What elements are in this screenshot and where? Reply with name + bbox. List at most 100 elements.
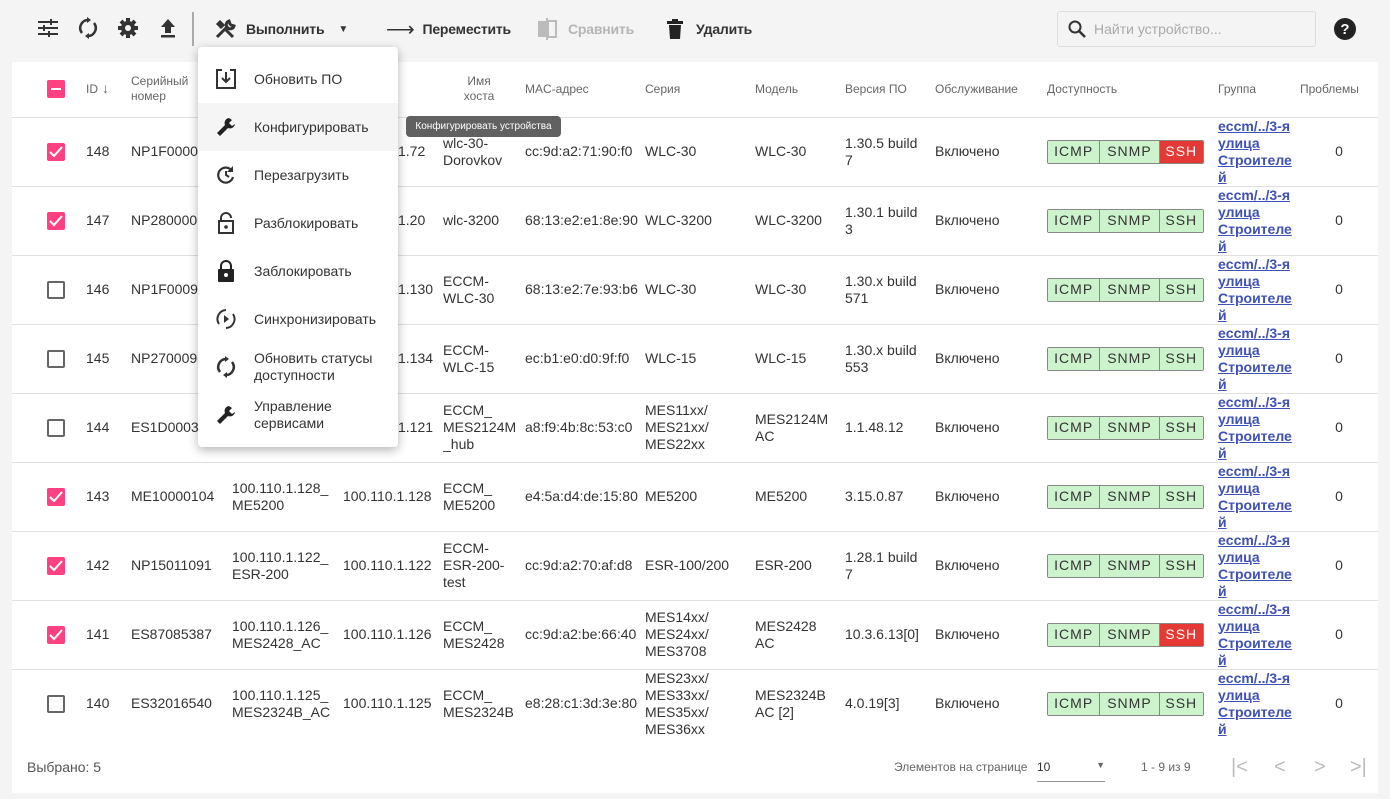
column-header[interactable]: MAC-адрес bbox=[525, 62, 645, 118]
menu-item[interactable]: Обновить статусы доступности bbox=[198, 343, 398, 391]
per-page-label: Элементов на странице bbox=[894, 760, 1028, 774]
execute-dropdown-menu: Обновить ПО Конфигурировать Перезагрузить Р… bbox=[198, 47, 398, 447]
column-header[interactable]: Доступность bbox=[1047, 62, 1218, 118]
group-link[interactable]: eccm/../3-я улица Строителей bbox=[1218, 531, 1292, 599]
cell-maint: Включено bbox=[935, 255, 1047, 325]
group-link[interactable]: eccm/../3-я улица Строителей bbox=[1218, 255, 1292, 323]
cell-version: 10.3.6.13[0] bbox=[845, 600, 935, 670]
group-link[interactable]: eccm/../3-я улица Строителей bbox=[1218, 393, 1292, 461]
table-row[interactable]: 142 NP15011091 100.110.1.122_ ESR-200 100.1… bbox=[12, 531, 1378, 601]
first-page-icon[interactable]: |< bbox=[1231, 756, 1248, 778]
refresh-icon[interactable] bbox=[76, 16, 100, 40]
column-header[interactable]: Обслуживание bbox=[935, 62, 1047, 118]
table-row[interactable]: 140 ES32016540 100.110.1.125_ MES2324B_AC 1… bbox=[12, 669, 1378, 738]
group-link[interactable]: eccm/../3-я улица Строителей bbox=[1218, 324, 1292, 392]
select-all-checkbox[interactable] bbox=[47, 80, 65, 99]
row-checkbox[interactable] bbox=[47, 694, 65, 713]
availability-ssh: SSH bbox=[1159, 485, 1203, 508]
execute-button[interactable]: Выполнить ▼ bbox=[214, 14, 348, 44]
caret-down-icon: ▼ bbox=[338, 23, 349, 35]
cell-name: 100.110.1.122_ ESR-200 bbox=[232, 531, 343, 601]
column-header[interactable]: Имя хоста bbox=[443, 62, 525, 118]
search-input[interactable] bbox=[1094, 21, 1294, 37]
row-checkbox[interactable] bbox=[47, 556, 65, 575]
move-button[interactable]: ⟶ Переместить bbox=[386, 18, 511, 41]
selected-count: Выбрано: 5 bbox=[27, 759, 102, 775]
cell-version: 3.15.0.87 bbox=[845, 462, 935, 532]
cell-version: 1.28.1 build 7 bbox=[845, 531, 935, 601]
menu-item[interactable]: Перезагрузить bbox=[198, 151, 398, 199]
cell-model: WLC-3200 bbox=[755, 186, 845, 256]
availability-badges: ICMP SNMP SSH bbox=[1047, 484, 1204, 509]
row-checkbox[interactable] bbox=[47, 142, 65, 161]
cell-host: ECCM-WLC-30 bbox=[443, 255, 525, 325]
row-checkbox[interactable] bbox=[47, 625, 65, 644]
row-checkbox[interactable] bbox=[47, 418, 65, 437]
cell-maint: Включено bbox=[935, 531, 1047, 601]
cell-serial: ES32016540 bbox=[131, 669, 232, 738]
menu-item[interactable]: Разблокировать bbox=[198, 199, 398, 247]
column-header[interactable]: Серия bbox=[645, 62, 755, 118]
group-link[interactable]: eccm/../3-я улица Строителей bbox=[1218, 669, 1292, 737]
cell-name: 100.110.1.126_ MES2428_AC bbox=[232, 600, 343, 670]
row-checkbox[interactable] bbox=[47, 280, 65, 299]
table-row[interactable]: 143 ME10000104 100.110.1.128_ ME5200 100.11… bbox=[12, 462, 1378, 532]
availability-badges: ICMP SNMP SSH bbox=[1047, 346, 1204, 371]
column-header[interactable]: Версия ПО bbox=[845, 62, 935, 118]
cell-mac: ec:b1:e0:d0:9f:f0 bbox=[525, 324, 645, 394]
column-header[interactable]: Группа bbox=[1218, 62, 1300, 118]
column-header[interactable]: ID ↓ bbox=[86, 62, 131, 118]
sync-icon bbox=[198, 308, 254, 330]
menu-item[interactable]: Обновить ПО bbox=[198, 55, 398, 103]
cell-maint: Включено bbox=[935, 324, 1047, 394]
cell-mac: a8:f9:4b:8c:53:c0 bbox=[525, 393, 645, 463]
menu-item[interactable]: Заблокировать bbox=[198, 247, 398, 295]
filter-icon[interactable] bbox=[36, 16, 60, 40]
availability-snmp: SNMP bbox=[1100, 278, 1160, 301]
gear-icon[interactable] bbox=[116, 16, 140, 40]
group-link[interactable]: eccm/../3-я улица Строителей bbox=[1218, 462, 1292, 530]
cell-series: WLC-30 bbox=[645, 255, 755, 325]
availability-ssh: SSH bbox=[1159, 278, 1203, 301]
cell-problems: 0 bbox=[1300, 324, 1378, 394]
cell-mac: 68:13:e2:e1:8e:90 bbox=[525, 186, 645, 256]
cell-problems: 0 bbox=[1300, 462, 1378, 532]
wrench-icon bbox=[198, 116, 254, 138]
cell-host: ECCM_ MES2124M _hub bbox=[443, 393, 525, 463]
upload-icon[interactable] bbox=[156, 16, 180, 40]
cell-model: MES2324B AC [2] bbox=[755, 669, 845, 738]
delete-button[interactable]: Удалить bbox=[667, 14, 752, 44]
cell-availability: ICMP SNMP SSH bbox=[1047, 186, 1218, 256]
next-page-icon[interactable]: > bbox=[1314, 756, 1326, 778]
group-link[interactable]: eccm/../3-я улица Строителей bbox=[1218, 600, 1292, 668]
help-icon[interactable]: ? bbox=[1334, 18, 1356, 40]
cell-host: ECCM-WLC-15 bbox=[443, 324, 525, 394]
table-row[interactable]: 141 ES87085387 100.110.1.126_ MES2428_AC 10… bbox=[12, 600, 1378, 670]
row-checkbox[interactable] bbox=[47, 211, 65, 230]
group-link[interactable]: eccm/../3-я улица Строителей bbox=[1218, 117, 1292, 185]
cell-id: 142 bbox=[86, 531, 131, 601]
last-page-icon[interactable]: >| bbox=[1350, 756, 1367, 778]
availability-snmp: SNMP bbox=[1100, 347, 1160, 370]
row-checkbox[interactable] bbox=[47, 487, 65, 506]
menu-item[interactable]: Управление сервисами bbox=[198, 391, 398, 439]
column-header[interactable] bbox=[12, 62, 86, 118]
menu-item[interactable]: Конфигурировать bbox=[198, 103, 398, 151]
per-page-select[interactable]: 10 ▼ bbox=[1037, 752, 1105, 782]
column-header[interactable]: Модель bbox=[755, 62, 845, 118]
menu-item[interactable]: Синхронизировать bbox=[198, 295, 398, 343]
prev-page-icon[interactable]: < bbox=[1274, 756, 1286, 778]
availability-icmp: ICMP bbox=[1048, 485, 1101, 508]
cell-series: MES11xx/ MES21xx/ MES22xx bbox=[645, 393, 755, 463]
wrench-icon bbox=[198, 404, 254, 426]
compare-button[interactable]: Сравнить bbox=[537, 14, 634, 44]
column-header[interactable]: Проблемы bbox=[1300, 62, 1378, 118]
cell-serial: ES87085387 bbox=[131, 600, 232, 670]
compare-icon bbox=[538, 18, 557, 40]
row-checkbox[interactable] bbox=[47, 349, 65, 368]
cell-availability: ICMP SNMP SSH bbox=[1047, 255, 1218, 325]
availability-ssh: SSH bbox=[1159, 554, 1203, 577]
group-link[interactable]: eccm/../3-я улица Строителей bbox=[1218, 186, 1292, 254]
availability-badges: ICMP SNMP SSH bbox=[1047, 622, 1204, 647]
availability-icmp: ICMP bbox=[1048, 140, 1101, 163]
